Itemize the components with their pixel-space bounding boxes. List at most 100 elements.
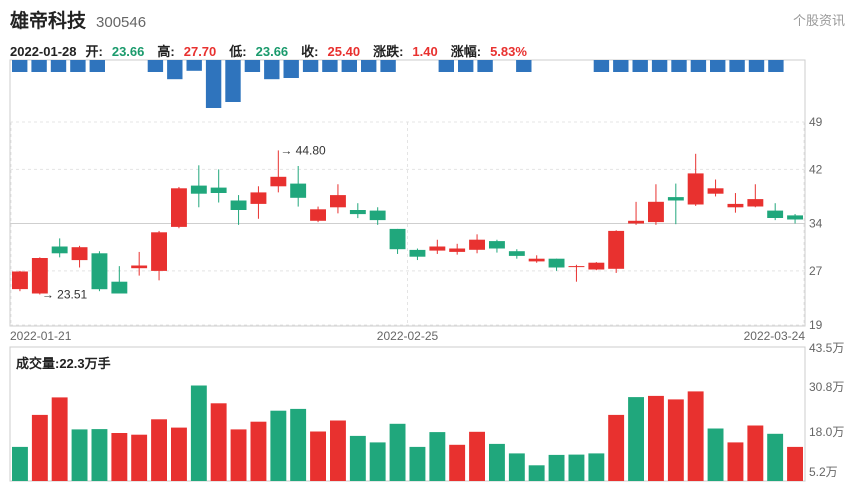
candle[interactable] [369, 207, 386, 225]
volume-bar[interactable] [210, 403, 227, 481]
price-grid [10, 121, 805, 326]
candle[interactable] [31, 257, 48, 295]
candle[interactable] [608, 230, 625, 273]
candle[interactable] [568, 264, 585, 282]
quote-open: 23.66 [111, 44, 145, 59]
volume-bar[interactable] [687, 391, 704, 481]
volume-tick-label: 43.5万 [809, 341, 844, 355]
candle[interactable] [270, 150, 287, 193]
candle[interactable] [429, 239, 446, 254]
candle[interactable] [91, 251, 108, 292]
stock-info-link[interactable]: 个股资讯 [792, 13, 845, 28]
volume-bar[interactable] [508, 453, 525, 481]
volume-bar[interactable] [369, 442, 386, 481]
candle[interactable] [409, 248, 426, 261]
volume-bar[interactable] [568, 454, 585, 481]
volume-bar[interactable] [409, 446, 426, 481]
candlesticks[interactable] [12, 150, 803, 295]
volume-bar[interactable] [270, 410, 287, 481]
volume-bar[interactable] [628, 397, 644, 481]
candle[interactable] [131, 251, 148, 276]
candle[interactable] [667, 183, 684, 225]
candle-body [190, 185, 207, 194]
volume-bar[interactable] [469, 431, 485, 481]
volume-bar[interactable] [230, 429, 247, 481]
candle[interactable] [648, 184, 664, 225]
volume-bar[interactable] [429, 432, 446, 481]
volume-bar[interactable] [51, 397, 68, 481]
candle[interactable] [250, 186, 267, 219]
volume-bar[interactable] [707, 428, 724, 482]
candle[interactable] [489, 239, 505, 253]
quote-high: 27.70 [183, 44, 217, 59]
volume-bar[interactable] [389, 423, 406, 481]
volume-bar[interactable] [71, 429, 88, 481]
price-panel-frame [9, 59, 806, 327]
candle[interactable] [349, 203, 366, 219]
volume-bar[interactable] [151, 419, 167, 481]
volume-bars[interactable] [12, 385, 803, 482]
candle[interactable] [687, 153, 704, 206]
candle[interactable] [210, 169, 227, 203]
candle[interactable] [290, 165, 307, 207]
candle[interactable] [767, 203, 784, 221]
candle[interactable] [747, 184, 764, 208]
volume-bar[interactable] [190, 385, 207, 482]
candle[interactable] [707, 179, 724, 197]
money-flow-bar [70, 60, 86, 72]
volume-bar[interactable] [489, 443, 505, 481]
volume-bar[interactable] [548, 454, 565, 481]
volume-bar[interactable] [349, 435, 366, 481]
volume-bar[interactable] [290, 408, 307, 481]
candle-body [648, 201, 664, 223]
candle[interactable] [111, 266, 128, 294]
candle[interactable] [151, 230, 167, 281]
quote-high-label: 高: [157, 44, 175, 59]
volume-bar[interactable] [648, 395, 664, 481]
candle[interactable] [548, 258, 565, 271]
volume-bar[interactable] [310, 431, 326, 482]
volume-bar[interactable] [588, 453, 605, 481]
volume-bar[interactable] [131, 434, 148, 481]
candle[interactable] [389, 228, 406, 254]
volume-bar[interactable] [12, 446, 28, 481]
volume-bar[interactable] [250, 421, 267, 481]
candle[interactable] [508, 249, 525, 259]
candle-body [727, 203, 744, 208]
candle[interactable] [71, 245, 88, 268]
volume-bar[interactable] [787, 446, 803, 481]
candle[interactable] [171, 186, 187, 229]
candle[interactable] [727, 193, 744, 213]
candle[interactable] [528, 255, 545, 263]
candle-body [270, 176, 287, 187]
volume-bar[interactable] [767, 433, 784, 481]
candle[interactable] [310, 206, 326, 223]
candle[interactable] [190, 165, 207, 208]
volume-bar[interactable] [31, 414, 48, 481]
volume-bar[interactable] [171, 427, 187, 481]
volume-bar[interactable] [111, 433, 128, 481]
candle[interactable] [469, 234, 485, 254]
volume-bar[interactable] [449, 444, 466, 481]
candle[interactable] [51, 238, 68, 258]
candle[interactable] [12, 270, 28, 292]
candle[interactable] [787, 214, 803, 224]
volume-bar[interactable] [330, 420, 346, 482]
stock-header: 雄帝科技 300546 [10, 6, 146, 32]
candle-body [91, 253, 108, 290]
price-tick-label: 49 [809, 115, 823, 129]
quote-change-label: 涨跌: [373, 44, 404, 59]
volume-bar[interactable] [747, 425, 764, 482]
candle[interactable] [588, 262, 605, 271]
candle[interactable] [628, 201, 644, 225]
volume-bar[interactable] [727, 442, 744, 481]
volume-bar[interactable] [667, 399, 684, 481]
candle-body [51, 246, 68, 254]
volume-bar[interactable] [528, 465, 545, 481]
candle[interactable] [449, 243, 466, 255]
candle[interactable] [230, 195, 247, 225]
volume-bar[interactable] [91, 429, 108, 481]
volume-bar[interactable] [608, 414, 625, 481]
candle[interactable] [330, 184, 346, 214]
